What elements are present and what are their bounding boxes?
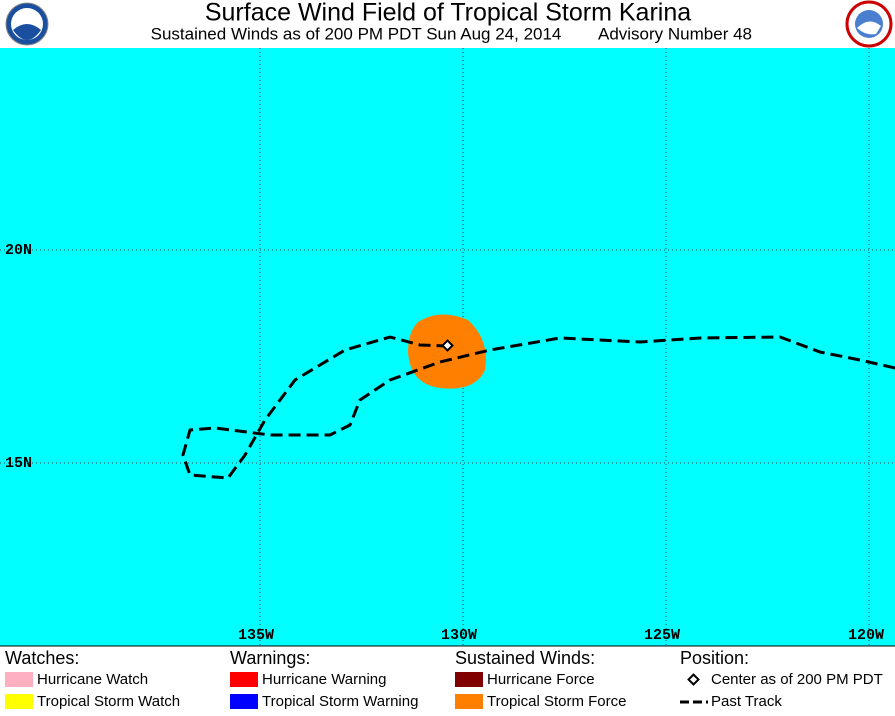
swatch — [5, 694, 33, 709]
noaa-logo — [5, 2, 49, 46]
lat-label: 15N — [5, 455, 32, 472]
title: Surface Wind Field of Tropical Storm Kar… — [205, 0, 691, 27]
lon-label: 135W — [238, 627, 274, 644]
swatch — [5, 672, 33, 687]
lat-label: 20N — [5, 242, 32, 259]
legend-item: Hurricane Warning — [262, 671, 387, 688]
legend-item: Tropical Storm Watch — [37, 693, 180, 710]
legend-item: Tropical Storm Warning — [262, 693, 418, 710]
lon-label: 120W — [848, 627, 884, 644]
legend-item: Center as of 200 PM PDT — [711, 671, 883, 688]
legend-title: Position: — [680, 648, 749, 668]
legend-item: Tropical Storm Force — [487, 693, 626, 710]
legend-item: Past Track — [711, 693, 782, 710]
legend-item: Hurricane Force — [487, 671, 595, 688]
lon-label: 125W — [644, 627, 680, 644]
past-track — [181, 335, 895, 480]
tropical-storm-wind-field — [408, 314, 486, 389]
legend-item: Hurricane Watch — [37, 671, 148, 688]
swatch — [455, 672, 483, 687]
legend-title: Sustained Winds: — [455, 648, 595, 668]
swatch — [230, 672, 258, 687]
storm-center — [441, 339, 454, 352]
swatch — [230, 694, 258, 709]
nws-logo — [845, 0, 893, 48]
center-icon — [687, 673, 700, 686]
swatch — [455, 694, 483, 709]
subtitle: Sustained Winds as of 200 PM PDT Sun Aug… — [151, 24, 562, 43]
advisory: Advisory Number 48 — [598, 24, 752, 43]
legend-title: Watches: — [5, 648, 79, 668]
legend-title: Warnings: — [230, 648, 310, 668]
lon-label: 130W — [441, 627, 477, 644]
